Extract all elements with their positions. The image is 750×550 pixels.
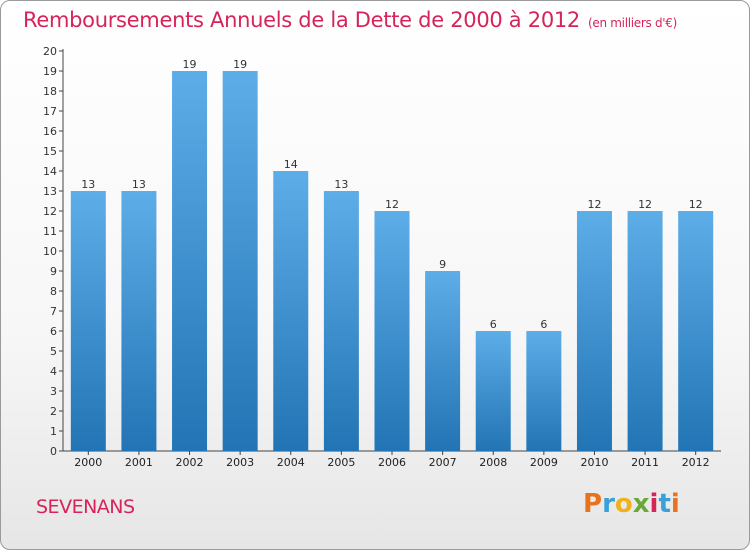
chart-bars — [70, 71, 714, 451]
chart-subtitle: (en milliers d'€) — [588, 16, 678, 30]
bar-2007 — [425, 271, 461, 451]
chart-labels: 13 2000 13 2001 19 2002 19 2003 14 2004 13 2005 12 20… — [74, 58, 709, 469]
y-tick-label: 11 — [43, 225, 57, 238]
y-tick-label: 15 — [43, 145, 57, 158]
y-tick-label: 1 — [50, 425, 57, 438]
y-tick-label: 18 — [43, 85, 57, 98]
y-tick-label: 8 — [50, 285, 57, 298]
x-tick-label: 2009 — [530, 456, 558, 469]
y-tick-label: 5 — [50, 345, 57, 358]
y-tick-label: 9 — [50, 265, 57, 278]
bar-2003 — [222, 71, 258, 451]
x-tick-label: 2012 — [682, 456, 710, 469]
commune-name: SEVENANS — [36, 496, 135, 518]
x-tick-label: 2006 — [378, 456, 406, 469]
value-label: 14 — [284, 158, 298, 171]
value-label: 12 — [385, 198, 399, 211]
bar-2009 — [526, 331, 562, 451]
x-tick-label: 2008 — [479, 456, 507, 469]
bar-2002 — [172, 71, 208, 451]
x-tick-label: 2007 — [429, 456, 457, 469]
value-label: 13 — [334, 178, 348, 191]
y-tick-label: 7 — [50, 305, 57, 318]
bar-2008 — [475, 331, 511, 451]
x-tick-label: 2004 — [277, 456, 305, 469]
x-tick-label: 2005 — [327, 456, 355, 469]
bar-2011 — [627, 211, 663, 451]
y-tick-label: 6 — [50, 325, 57, 338]
bar-2001 — [121, 191, 157, 451]
bar-2000 — [70, 191, 106, 451]
bar-2012 — [678, 211, 714, 451]
proxiti-logo[interactable]: Proxiti — [583, 489, 680, 519]
x-tick-label: 2003 — [226, 456, 254, 469]
value-label: 13 — [132, 178, 146, 191]
bar-2006 — [374, 211, 410, 451]
y-tick-label: 4 — [50, 365, 57, 378]
y-tick-label: 17 — [43, 105, 57, 118]
y-tick-label: 14 — [43, 165, 57, 178]
y-tick-label: 10 — [43, 245, 57, 258]
bar-2005 — [323, 191, 359, 451]
chart-title-text: Remboursements Annuels de la Dette de 20… — [23, 8, 580, 32]
value-label: 12 — [689, 198, 703, 211]
bar-2010 — [576, 211, 612, 451]
value-label: 9 — [439, 258, 446, 271]
x-tick-label: 2000 — [74, 456, 102, 469]
value-label: 19 — [233, 58, 247, 71]
y-tick-label: 0 — [50, 445, 57, 458]
y-tick-label: 20 — [43, 45, 57, 58]
x-tick-label: 2011 — [631, 456, 659, 469]
y-tick-label: 19 — [43, 65, 57, 78]
y-tick-label: 13 — [43, 185, 57, 198]
y-tick-label: 2 — [50, 405, 57, 418]
value-label: 12 — [638, 198, 652, 211]
value-label: 6 — [540, 318, 547, 331]
value-label: 19 — [183, 58, 197, 71]
y-tick-label: 16 — [43, 125, 57, 138]
y-tick-label: 12 — [43, 205, 57, 218]
value-label: 12 — [587, 198, 601, 211]
value-label: 13 — [81, 178, 95, 191]
x-tick-label: 2001 — [125, 456, 153, 469]
value-label: 6 — [490, 318, 497, 331]
bar-2004 — [273, 171, 309, 451]
y-tick-label: 3 — [50, 385, 57, 398]
chart-title: Remboursements Annuels de la Dette de 20… — [23, 8, 677, 32]
x-tick-label: 2010 — [580, 456, 608, 469]
x-tick-label: 2002 — [176, 456, 204, 469]
